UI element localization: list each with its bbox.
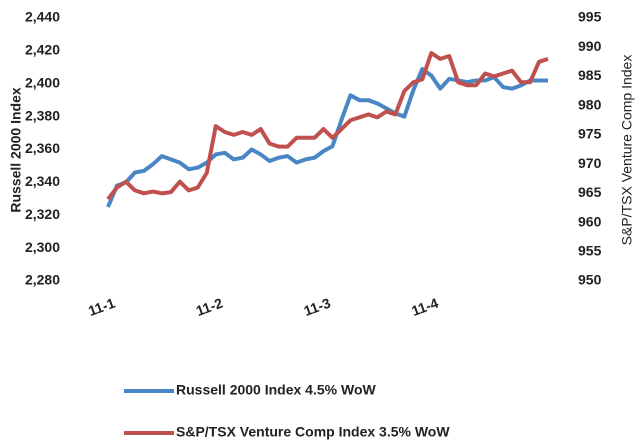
y-tick-label: 2,320 — [25, 206, 60, 222]
y-tick-label: 2,400 — [25, 74, 60, 90]
y2-tick-label: 990 — [578, 38, 602, 54]
x-tick-label: 11-2 — [194, 295, 225, 319]
y2-tick-label: 955 — [578, 242, 602, 258]
y-axis-title: Russell 2000 Index — [8, 87, 24, 213]
series-line — [106, 66, 548, 208]
y2-tick-label: 970 — [578, 155, 602, 171]
y2-tick-label: 995 — [578, 9, 602, 25]
legend-label: S&P/TSX Venture Comp Index 3.5% WoW — [176, 424, 450, 440]
x-tick-label: 11-1 — [86, 295, 117, 319]
y-tick-label: 2,360 — [25, 140, 60, 156]
y2-tick-label: 975 — [578, 126, 602, 142]
series-line — [106, 51, 549, 201]
y2-tick-label: 985 — [578, 67, 602, 83]
x-tick-label: 11-4 — [409, 295, 440, 319]
y2-tick-label: 980 — [578, 96, 602, 112]
y2-axis-title: S&P/TSX Venture Comp Index — [619, 55, 635, 246]
x-tick-label: 11-3 — [302, 295, 333, 319]
y-tick-label: 2,380 — [25, 107, 60, 123]
y-tick-label: 2,440 — [25, 9, 60, 25]
y-tick-label: 2,300 — [25, 239, 60, 255]
y-tick-label: 2,280 — [25, 272, 60, 288]
legend-label: Russell 2000 Index 4.5% WoW — [176, 382, 376, 398]
y-tick-label: 2,420 — [25, 42, 60, 58]
y2-tick-label: 960 — [578, 213, 602, 229]
y2-tick-label: 965 — [578, 184, 602, 200]
y-tick-label: 2,340 — [25, 173, 60, 189]
y2-tick-label: 950 — [578, 272, 602, 288]
